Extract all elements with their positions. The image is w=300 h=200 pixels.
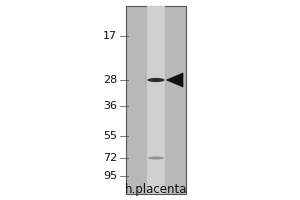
Text: 36: 36 (103, 101, 117, 111)
Polygon shape (167, 73, 183, 87)
Ellipse shape (148, 156, 164, 160)
Text: 95: 95 (103, 171, 117, 181)
Bar (147, 6, 165, 194)
Text: h.placenta: h.placenta (125, 183, 187, 196)
Text: 72: 72 (103, 153, 117, 163)
Bar (126, 6, 186, 194)
Text: 28: 28 (103, 75, 117, 85)
Text: 17: 17 (103, 31, 117, 41)
Text: 55: 55 (103, 131, 117, 141)
Ellipse shape (148, 78, 165, 82)
